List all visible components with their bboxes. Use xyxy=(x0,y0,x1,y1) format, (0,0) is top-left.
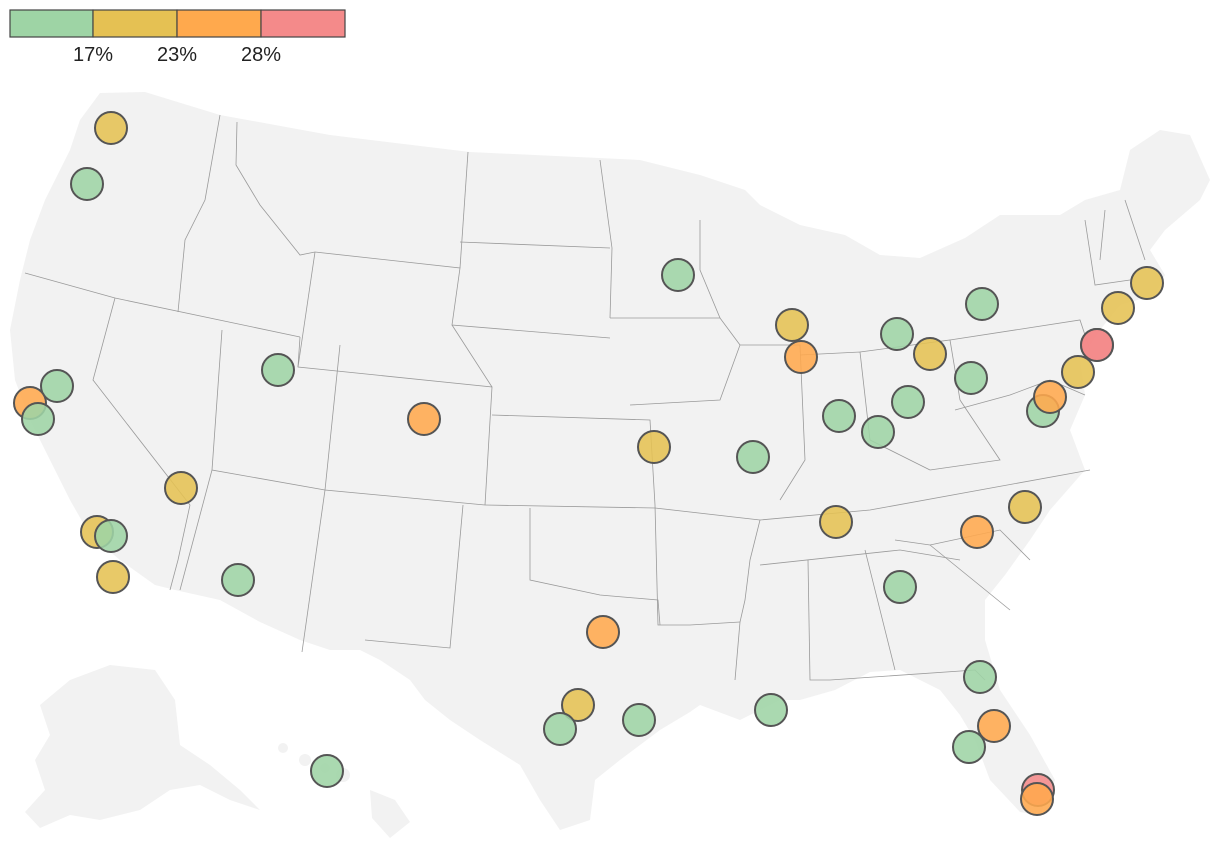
city-marker-riverside[interactable] xyxy=(94,519,128,553)
legend-break-2: 23% xyxy=(157,44,197,66)
legend-swatch-2 xyxy=(92,9,178,38)
city-marker-boston[interactable] xyxy=(1130,266,1164,300)
city-marker-san-diego[interactable] xyxy=(96,560,130,594)
city-marker-portland[interactable] xyxy=(70,167,104,201)
alaska-landmass xyxy=(25,665,260,828)
city-marker-st-louis[interactable] xyxy=(736,440,770,474)
city-marker-buffalo[interactable] xyxy=(965,287,999,321)
legend: 17% 23% 28% xyxy=(9,9,346,66)
city-marker-houston[interactable] xyxy=(622,703,656,737)
city-marker-miami[interactable] xyxy=(1020,782,1054,816)
city-marker-san-jose[interactable] xyxy=(21,402,55,436)
city-marker-dallas[interactable] xyxy=(586,615,620,649)
city-marker-nashville[interactable] xyxy=(819,505,853,539)
city-marker-baltimore[interactable] xyxy=(1061,355,1095,389)
city-markers xyxy=(13,111,1164,816)
city-marker-washington[interactable] xyxy=(1033,380,1067,414)
city-marker-raleigh[interactable] xyxy=(1008,490,1042,524)
city-marker-orlando[interactable] xyxy=(977,709,1011,743)
city-marker-kansas-city[interactable] xyxy=(637,430,671,464)
legend-break-3: 28% xyxy=(241,44,281,66)
city-marker-new-orleans[interactable] xyxy=(754,693,788,727)
city-marker-jacksonville[interactable] xyxy=(963,660,997,694)
city-marker-chicago[interactable] xyxy=(784,340,818,374)
city-marker-milwaukee[interactable] xyxy=(775,308,809,342)
city-marker-sacramento[interactable] xyxy=(40,369,74,403)
city-marker-denver[interactable] xyxy=(407,402,441,436)
city-marker-honolulu[interactable] xyxy=(310,754,344,788)
city-marker-cincinnati[interactable] xyxy=(861,415,895,449)
state-borders xyxy=(24,114,1146,681)
city-marker-new-york[interactable] xyxy=(1080,328,1114,362)
city-marker-san-antonio[interactable] xyxy=(543,712,577,746)
city-marker-seattle[interactable] xyxy=(94,111,128,145)
legend-swatch-4 xyxy=(260,9,346,38)
city-marker-hartford[interactable] xyxy=(1101,291,1135,325)
city-marker-detroit[interactable] xyxy=(880,317,914,351)
city-marker-cleveland[interactable] xyxy=(913,337,947,371)
city-marker-tampa[interactable] xyxy=(952,730,986,764)
city-marker-austin[interactable] xyxy=(561,688,595,722)
city-marker-atlanta[interactable] xyxy=(883,570,917,604)
city-marker-phoenix[interactable] xyxy=(221,563,255,597)
city-marker-pittsburgh[interactable] xyxy=(954,361,988,395)
city-marker-minneapolis[interactable] xyxy=(661,258,695,292)
city-marker-salt-lake-city[interactable] xyxy=(261,353,295,387)
city-marker-indianapolis[interactable] xyxy=(822,399,856,433)
city-marker-charlotte[interactable] xyxy=(960,515,994,549)
city-marker-las-vegas[interactable] xyxy=(164,471,198,505)
us-landmass xyxy=(10,92,1210,830)
legend-break-1: 17% xyxy=(73,44,113,66)
hawaii-islands xyxy=(278,743,410,838)
legend-swatch-3 xyxy=(176,9,262,38)
legend-swatch-1 xyxy=(9,9,94,38)
city-marker-columbus[interactable] xyxy=(891,385,925,419)
